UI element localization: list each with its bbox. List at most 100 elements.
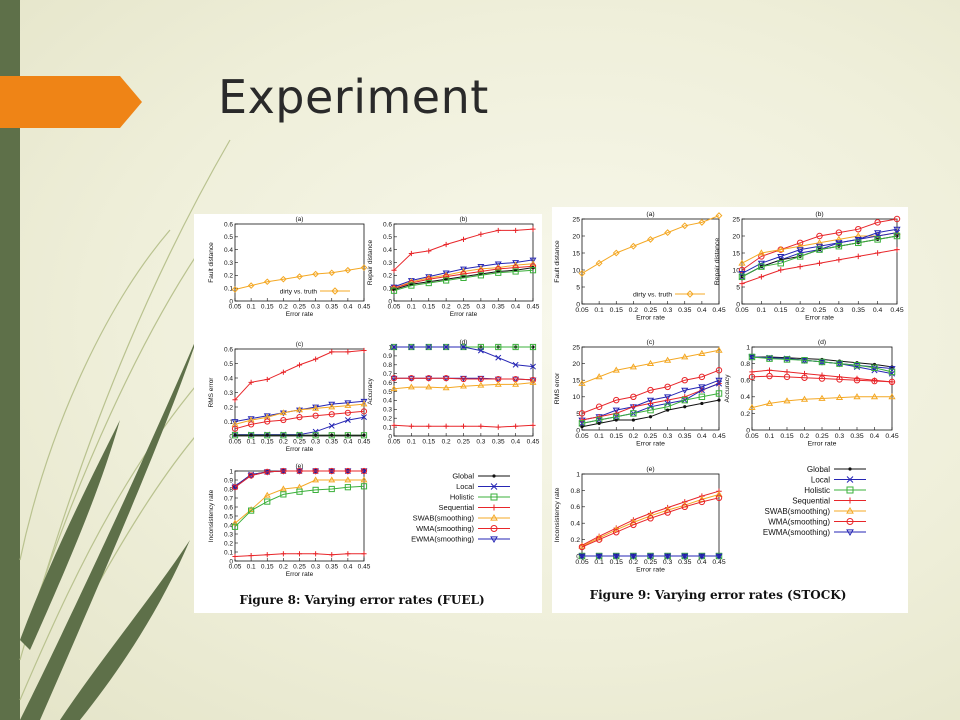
data-point	[835, 229, 843, 236]
data-point	[312, 486, 319, 493]
y-tick-label: 0.6	[224, 346, 233, 353]
data-point	[630, 404, 637, 410]
x-tick-label: 0.1	[594, 433, 604, 440]
data-point	[715, 553, 723, 560]
data-point	[312, 412, 319, 419]
x-tick-label: 0.4	[343, 564, 352, 571]
y-tick-label: 0.5	[224, 361, 233, 368]
data-point	[344, 467, 351, 475]
legend-label: Sequential	[439, 503, 475, 512]
data-point	[328, 411, 335, 418]
data-point	[578, 269, 586, 277]
legend-marker	[846, 486, 854, 494]
data-point	[631, 418, 635, 422]
series-wma	[231, 467, 368, 491]
data-point	[477, 347, 484, 354]
series-line	[393, 228, 534, 271]
title-arrow-shape	[0, 76, 142, 128]
decorative-leaves	[20, 330, 200, 720]
series-line	[394, 377, 534, 381]
data-point	[296, 414, 303, 421]
y-tick-label: 0.8	[383, 362, 392, 369]
x-tick-label: 0.4	[343, 304, 352, 311]
series-global	[392, 266, 535, 292]
y-tick-label: 5	[736, 284, 740, 291]
x-tick-label: 0.15	[422, 304, 435, 311]
data-point	[442, 271, 450, 278]
data-point	[361, 347, 367, 354]
data-point	[766, 355, 773, 362]
data-point	[477, 272, 484, 279]
data-point	[681, 396, 688, 404]
data-point	[231, 484, 239, 491]
data-point	[513, 227, 519, 234]
series-line	[234, 403, 365, 425]
x-tick-label: 0.05	[575, 433, 588, 440]
data-point	[512, 261, 520, 268]
data-point	[328, 485, 335, 493]
data-point	[748, 353, 756, 361]
y-tick-label: 0.6	[383, 221, 392, 228]
data-point	[460, 236, 467, 242]
x-tick-label: 0.1	[594, 307, 604, 314]
x-tick-label: 0.3	[663, 433, 673, 440]
data-point	[801, 357, 808, 364]
series-line	[581, 379, 720, 421]
series-line	[393, 382, 534, 390]
y-tick-label: 0.9	[224, 477, 233, 484]
x-tick-label: 0.25	[457, 439, 470, 446]
data-point	[612, 407, 620, 414]
data-point	[344, 401, 352, 408]
chart-title: (c)	[647, 339, 655, 346]
data-point	[442, 384, 450, 391]
data-point	[425, 279, 432, 287]
y-tick-label: 10	[572, 267, 580, 274]
x-tick-label: 0.35	[492, 304, 505, 311]
legend-marker	[848, 467, 852, 471]
data-point	[578, 542, 586, 549]
series-ewma	[578, 377, 723, 424]
data-point	[442, 270, 450, 277]
data-point	[345, 349, 351, 355]
y-tick-label: 0.6	[224, 504, 233, 511]
data-point	[495, 354, 502, 361]
chart-title: (d)	[818, 339, 826, 346]
x-axis-label: Error rate	[808, 441, 837, 448]
data-point	[443, 423, 449, 429]
y-tick-label: 20	[572, 361, 580, 368]
series-wma	[390, 375, 537, 384]
data-point	[796, 239, 804, 247]
legend-marker	[331, 287, 339, 295]
data-point	[328, 401, 336, 408]
legend-marker	[490, 525, 498, 532]
data-point	[360, 264, 368, 271]
y-axis-label: Inconsistency rate	[554, 487, 561, 542]
data-point	[529, 267, 537, 274]
data-point	[232, 483, 238, 490]
data-point	[874, 232, 881, 240]
data-point	[263, 491, 271, 498]
data-point	[766, 372, 773, 380]
data-point	[777, 245, 785, 253]
data-point	[646, 553, 655, 560]
data-point	[478, 231, 484, 237]
data-point	[360, 476, 368, 483]
chart-title: (b)	[815, 211, 823, 218]
data-point	[296, 273, 303, 280]
y-tick-label: 0.4	[383, 247, 392, 254]
y-axis-label: Accuracy	[367, 377, 374, 404]
series-swab	[738, 228, 901, 266]
data-point	[893, 226, 901, 233]
data-point	[578, 543, 586, 551]
data-point	[328, 422, 335, 429]
data-point	[512, 361, 519, 368]
x-tick-label: 0.1	[765, 433, 775, 440]
figure-caption: Figure 8: Varying error rates (FUEL)	[239, 593, 484, 607]
data-point	[595, 536, 603, 543]
data-point	[248, 379, 254, 385]
data-point	[715, 212, 723, 220]
data-point	[460, 423, 467, 429]
data-point	[783, 373, 791, 381]
data-point	[596, 413, 602, 420]
y-tick-label: 0	[576, 553, 580, 560]
